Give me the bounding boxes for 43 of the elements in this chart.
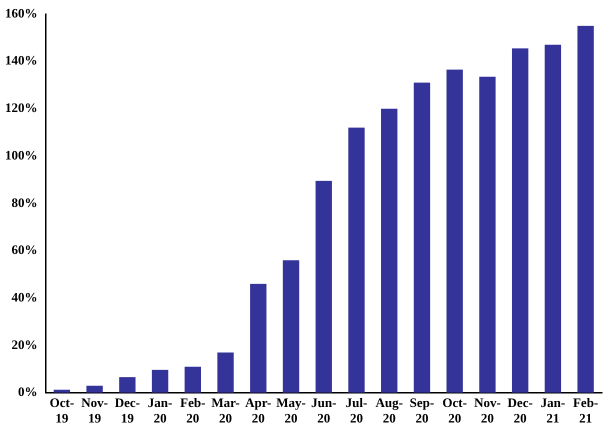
x-tick-label: Feb-20 [180,394,206,426]
x-tick-label: Feb-21 [572,394,598,426]
x-tick-label: Jul-20 [346,394,368,426]
bar [119,377,136,393]
bar [152,370,168,393]
bar [512,48,528,393]
y-tick-label: 120% [5,100,38,116]
y-tick-label: 60% [12,242,38,258]
bar [86,386,103,393]
bar [544,44,562,393]
bar [316,180,332,393]
y-tick-label: 40% [12,289,38,304]
bar [414,82,430,393]
x-tick-label: Nov-19 [81,394,108,426]
x-tick-label: Aug-20 [375,394,403,426]
x-tick-label: Oct-19 [50,394,74,426]
bar [348,128,365,393]
x-tick-label: Jan-20 [148,394,172,426]
bar [577,26,594,393]
bar [250,284,266,393]
x-tick-label: Sep-20 [410,394,434,426]
bar [446,70,463,393]
y-tick-label: 140% [5,52,38,68]
x-tick-label: Jan-21 [540,394,566,426]
x-tick-label: Dec-19 [114,394,140,426]
bar [479,76,496,393]
x-tick-label: May-20 [276,394,306,426]
x-tick-label: Dec-20 [508,394,533,426]
bar [381,108,398,393]
x-tick-label: Mar-20 [211,394,240,426]
y-tick-label: 80% [12,194,38,210]
x-tick-label: Oct-20 [442,394,467,426]
y-tick-label: 160% [5,5,38,20]
y-tick-label: 0% [18,384,38,400]
bar [184,366,201,393]
x-tick-label: Jun-20 [311,394,336,426]
bar [282,260,300,393]
bar [217,352,234,393]
x-tick-label: Apr-20 [245,394,272,426]
y-tick-label: 20% [12,336,38,352]
y-tick-label: 100% [5,147,38,162]
bar [54,390,70,393]
x-tick-label: Nov-20 [474,394,501,426]
